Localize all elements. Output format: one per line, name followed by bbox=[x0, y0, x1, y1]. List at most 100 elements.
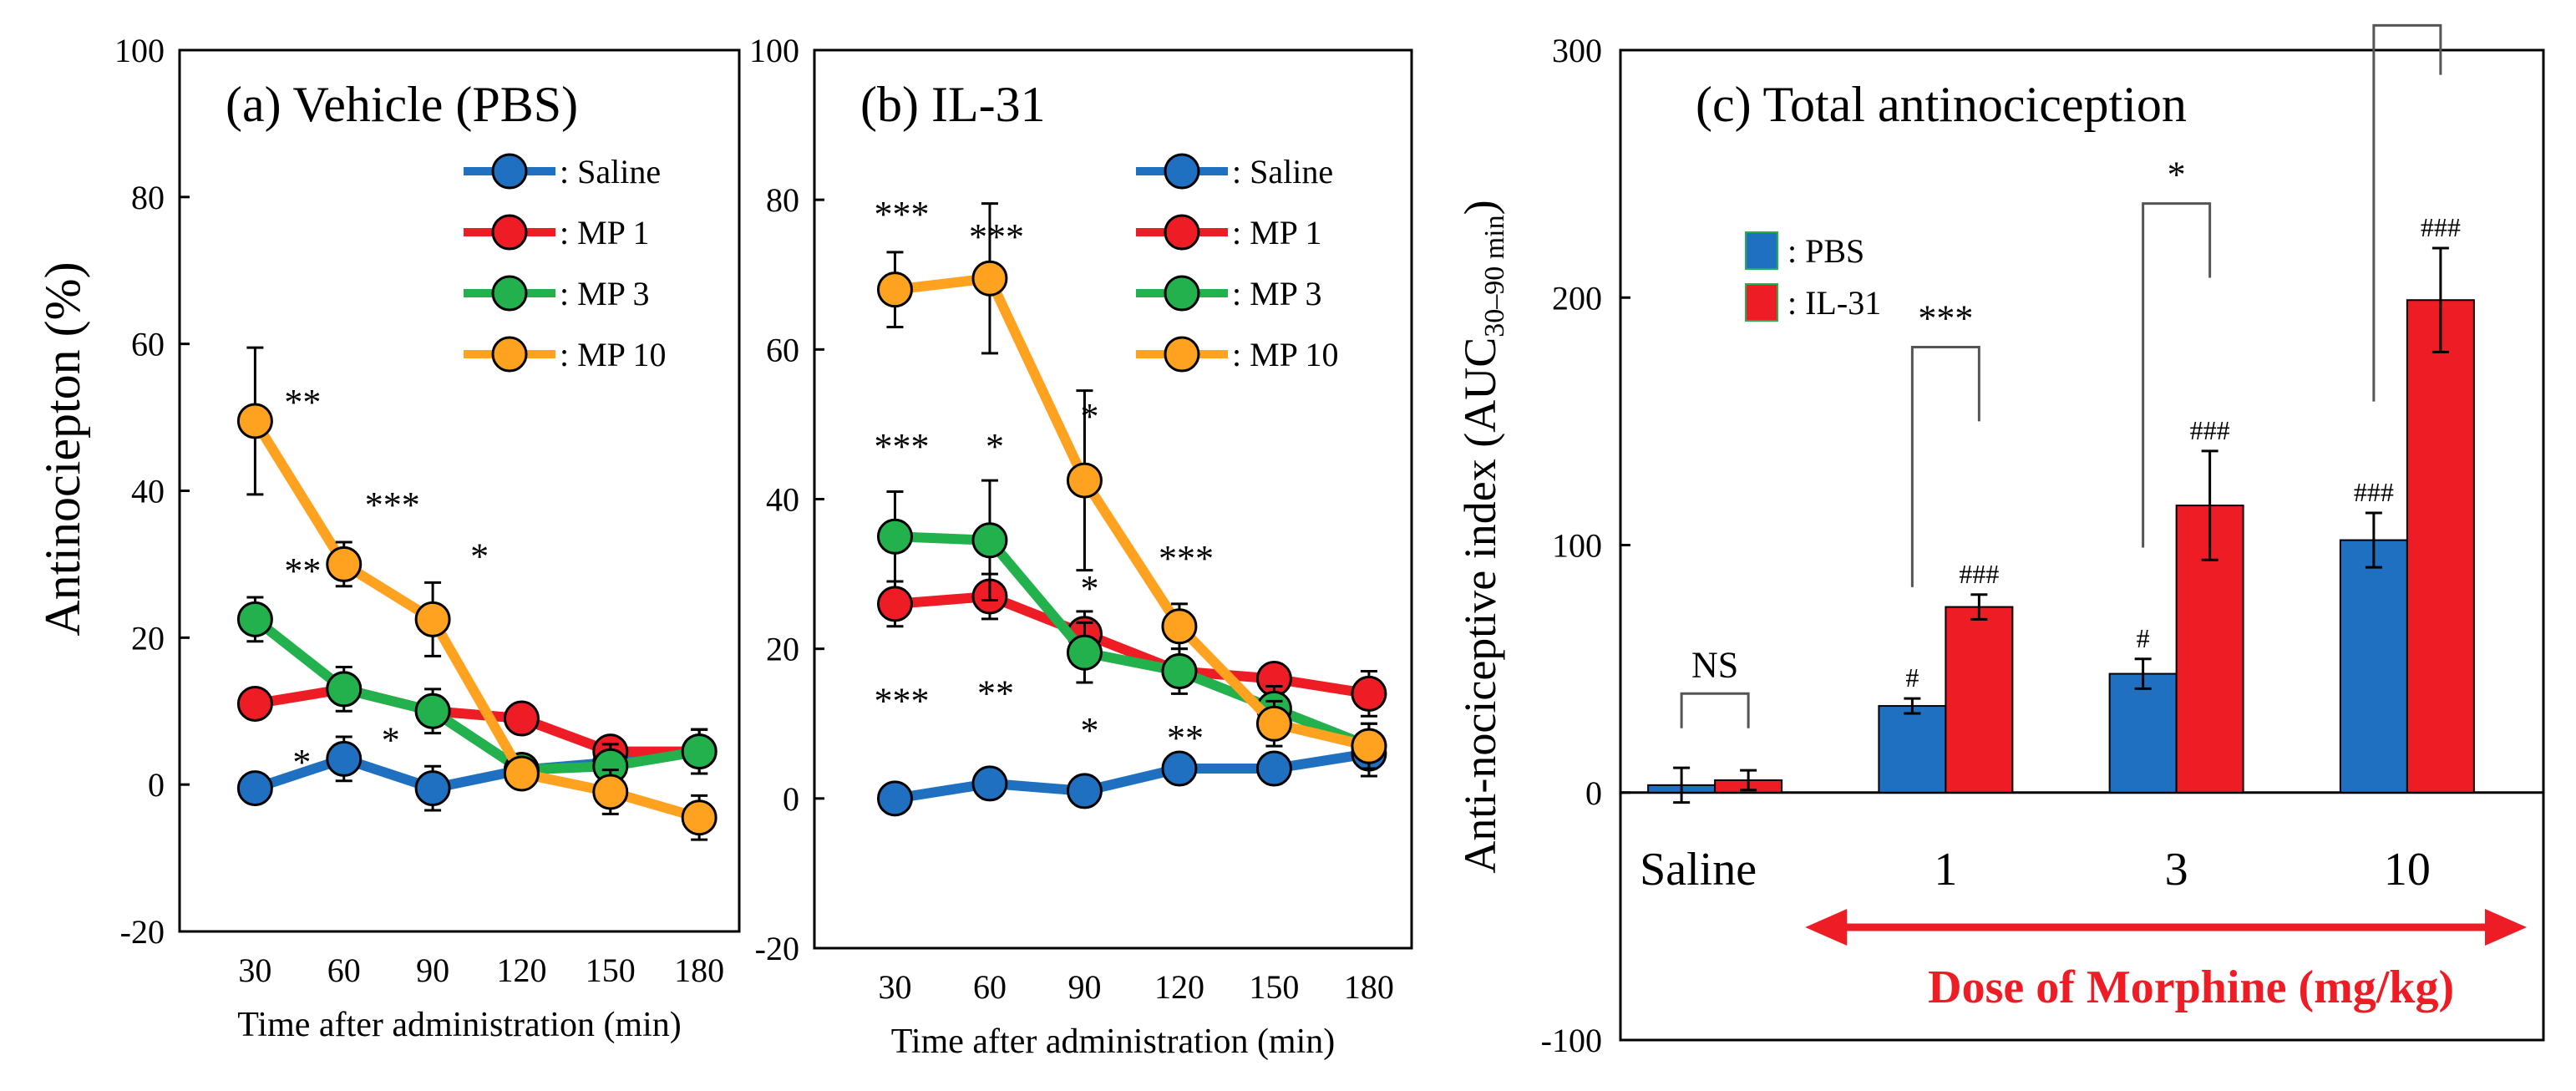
series-line bbox=[894, 591, 1370, 699]
series-mp-1 bbox=[876, 572, 1387, 718]
data-point bbox=[592, 774, 629, 810]
x-axis-label: Time after administration (min) bbox=[891, 1022, 1336, 1061]
x-axis-label: Dose of Morphine (mg/kg) bbox=[1928, 962, 2454, 1013]
series-line bbox=[895, 531, 1372, 751]
data-point bbox=[326, 546, 363, 582]
comparison-bracket bbox=[2372, 23, 2442, 402]
data-point bbox=[236, 770, 273, 807]
data-point bbox=[876, 780, 913, 817]
significance-mark: ** bbox=[284, 382, 321, 423]
data-point bbox=[236, 601, 273, 637]
data-point bbox=[1066, 634, 1103, 671]
significance-mark: * bbox=[382, 719, 400, 760]
dose-arrow-right-head bbox=[2485, 909, 2527, 946]
legend-marker bbox=[1164, 336, 1200, 373]
y-axis-label: Antinociepton (%) bbox=[35, 261, 90, 636]
significance-mark: *** bbox=[969, 216, 1024, 257]
data-point bbox=[681, 733, 718, 770]
legend-label: : Saline bbox=[560, 153, 661, 190]
x-tick-label: 30 bbox=[878, 968, 911, 1006]
bar bbox=[1878, 705, 1947, 794]
legend-marker bbox=[1164, 214, 1200, 251]
x-tick-label: 150 bbox=[586, 951, 636, 989]
dose-arrow-left-head bbox=[1805, 909, 1848, 946]
data-point bbox=[1255, 705, 1292, 742]
significance-mark: ### bbox=[2421, 212, 2461, 242]
y-tick-label: 300 bbox=[1552, 32, 1602, 69]
bar bbox=[2406, 299, 2475, 794]
data-point bbox=[503, 700, 540, 737]
data-point bbox=[971, 260, 1008, 297]
bar bbox=[1945, 606, 2014, 794]
legend-marker bbox=[491, 214, 528, 251]
significance-mark: ### bbox=[2190, 415, 2230, 445]
y-axis-label-subscript: 30–90 min bbox=[1479, 215, 1510, 337]
comparison-label: NS bbox=[1691, 644, 1738, 685]
significance-mark: ** bbox=[977, 672, 1014, 713]
category-label: Saline bbox=[1640, 844, 1757, 896]
x-tick-label: 90 bbox=[1067, 968, 1101, 1006]
data-point bbox=[503, 755, 540, 792]
legend-label: : Saline bbox=[1232, 153, 1333, 190]
series-line bbox=[894, 748, 1370, 804]
legend-marker bbox=[491, 275, 528, 312]
y-tick-label: 200 bbox=[1552, 279, 1602, 317]
legend-marker bbox=[1164, 153, 1200, 190]
data-point bbox=[1161, 750, 1198, 787]
y-axis-label-main: Anti-nociceptive index (AUC bbox=[1455, 337, 1505, 874]
y-axis-label: Anti-nociceptive index (AUC30–90 min) bbox=[1455, 200, 1510, 873]
significance-mark: *** bbox=[874, 194, 929, 235]
significance-mark: ### bbox=[1959, 559, 1999, 589]
series-mp-3 bbox=[876, 479, 1387, 770]
legend-swatch bbox=[1745, 283, 1778, 322]
x-tick-label: 150 bbox=[1249, 968, 1299, 1006]
legend-label: : MP 1 bbox=[560, 214, 649, 251]
comparison-label: ** bbox=[2389, 0, 2426, 17]
significance-mark: # bbox=[2137, 623, 2150, 653]
data-point bbox=[1351, 675, 1387, 712]
x-tick-label: 60 bbox=[973, 968, 1007, 1006]
legend-swatch bbox=[1745, 231, 1778, 270]
y-tick-label: 80 bbox=[131, 179, 165, 216]
panel-title: (c) Total antinociception bbox=[1696, 77, 2187, 132]
bar bbox=[2108, 672, 2178, 794]
legend-marker bbox=[491, 153, 528, 190]
comparison-bracket bbox=[1680, 692, 1750, 728]
x-tick-label: 30 bbox=[238, 951, 271, 989]
significance-mark: *** bbox=[874, 680, 929, 721]
chart-panel-a: -20 0 20 40 60 80 100 30 60 90 120 150 180 Time after… bbox=[35, 32, 741, 1044]
comparison-label: *** bbox=[1918, 298, 1973, 339]
y-axis-label-close: ) bbox=[1455, 200, 1505, 215]
panel-title: (a) Vehicle (PBS) bbox=[226, 77, 578, 132]
legend-label: : MP 10 bbox=[560, 336, 666, 373]
data-point bbox=[236, 403, 273, 439]
legend-label: : MP 1 bbox=[1232, 214, 1321, 251]
comparison-bracket bbox=[2142, 202, 2212, 548]
significance-mark: *** bbox=[1159, 538, 1214, 579]
y-tick-label: 40 bbox=[766, 481, 799, 519]
legend-label: : IL-31 bbox=[1787, 284, 1881, 322]
data-point bbox=[1161, 653, 1198, 690]
y-tick-label: 60 bbox=[766, 331, 799, 368]
comparison-bracket bbox=[1910, 346, 1980, 587]
x-tick-label: 120 bbox=[1154, 968, 1204, 1006]
legend-label: : MP 10 bbox=[1232, 336, 1338, 373]
data-point bbox=[1066, 773, 1103, 809]
y-tick-label: 100 bbox=[1552, 527, 1602, 565]
data-point bbox=[326, 671, 363, 708]
y-tick-label: 100 bbox=[114, 32, 165, 69]
significance-mark: *** bbox=[365, 485, 420, 525]
data-point bbox=[414, 601, 451, 637]
y-tick-label: 0 bbox=[1585, 774, 1602, 812]
y-tick-label: 100 bbox=[749, 32, 799, 69]
data-point bbox=[1351, 728, 1387, 764]
comparison-label: * bbox=[2168, 155, 2186, 195]
data-point bbox=[414, 770, 451, 807]
series-mp-10 bbox=[236, 346, 718, 841]
significance-mark: ### bbox=[2354, 477, 2394, 507]
y-tick-label: 20 bbox=[131, 619, 165, 657]
legend-label: : MP 3 bbox=[1232, 275, 1321, 312]
significance-mark: * bbox=[986, 426, 1004, 467]
y-tick-label: 20 bbox=[766, 631, 799, 668]
